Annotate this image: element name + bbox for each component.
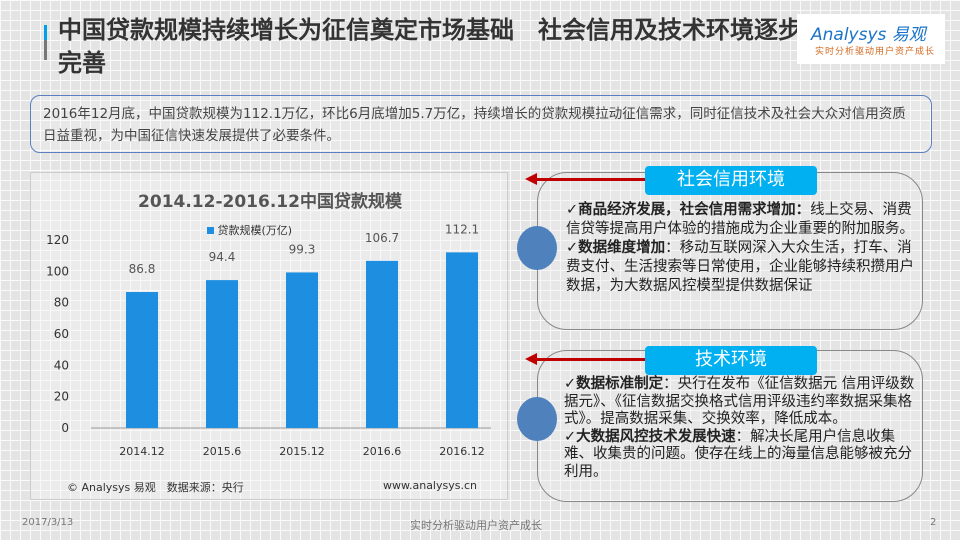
- bar: [206, 280, 238, 428]
- social-credit-tag: 社会信用环境: [645, 166, 817, 195]
- x-tick-label: 2015.12: [279, 445, 325, 458]
- bar: [286, 272, 318, 428]
- page-title: 中国贷款规模持续增长为征信奠定市场基础 社会信用及技术环境逐步完善: [58, 16, 802, 77]
- arrow-left-icon: [525, 353, 537, 365]
- tech-item: ✓数据标准制定：央行在发布《征信数据元 信用评级数据元》、《征信数据交换格式信用…: [564, 376, 915, 427]
- summary-box: 2016年12月底，中国贷款规模为112.1万亿，环比6月底增加5.7万亿，持续…: [30, 95, 932, 153]
- y-tick-label: 40: [54, 358, 69, 372]
- footer-date: 2017/3/13: [22, 517, 74, 528]
- social-credit-panel: [537, 172, 923, 330]
- y-tick-label: 20: [54, 390, 69, 404]
- bar: [366, 260, 398, 428]
- bar: [446, 252, 478, 428]
- legend-swatch: [207, 227, 214, 234]
- x-tick-label: 2014.12: [119, 445, 165, 458]
- tech-item: ✓大数据风控技术发展快速：解决长尾用户信息收集难、收集贵的问题。使存在线上的海量…: [564, 428, 912, 480]
- y-tick-label: 0: [61, 421, 69, 435]
- analysys-logo: Analysys 易观 实时分析驱动用户资产成长: [797, 14, 945, 64]
- title-accent-bar-gray: [44, 40, 47, 60]
- y-tick-label: 120: [46, 233, 69, 247]
- legend-label: 贷款规模(万亿): [217, 224, 293, 237]
- item-text: ：移动互联网深入大众生活，打车、消费支付、生活搜索等日常使用，企业能够持续积攒用…: [566, 240, 914, 294]
- y-tick-label: 100: [46, 264, 69, 278]
- bar-chart: 0 20 40 60 80 100 120 86.8 2014.12 94.4 2015.6 99.3…: [46, 222, 491, 458]
- page-number: 2: [930, 517, 937, 528]
- bar: [126, 292, 158, 428]
- item-heading: 大数据风控技术发展快速: [576, 428, 736, 445]
- chart-legend: 贷款规模(万亿): [207, 222, 292, 238]
- data-label: 86.8: [129, 262, 156, 276]
- data-label: 106.7: [365, 231, 399, 245]
- footer-slogan: 实时分析驱动用户资产成长: [410, 519, 542, 532]
- tech-tag: 技术环境: [645, 346, 817, 375]
- arrow-line: [535, 358, 647, 361]
- chart-title: 2014.12-2016.12中国贷款规模: [138, 192, 402, 212]
- y-tick-label: 80: [54, 296, 69, 310]
- item-text: ：解决长尾用户信息收集难、收集贵的问题。使存在线上的海量信息能够被充分利用。: [564, 428, 912, 480]
- social-credit-text: ✓商品经济发展，社会信用需求增加：线上交易、消费信贷等提高用户体验的措施成为企业…: [566, 201, 922, 296]
- item-text: 线上交易、消费信贷等提高用户体验的措施成为企业重要的附加服务。: [566, 202, 914, 237]
- chart-site: www.analysys.cn: [383, 479, 477, 492]
- circle-bullet: [517, 226, 557, 270]
- item-heading: 商品经济发展，社会信用需求增加：: [578, 202, 811, 218]
- item-heading: 数据维度增加: [578, 240, 666, 256]
- circle-bullet: [517, 397, 557, 441]
- loan-chart-panel: 2014.12-2016.12中国贷款规模 贷款规模(万亿) 0 20 40 60 80…: [30, 172, 508, 500]
- data-label: 112.1: [445, 222, 479, 236]
- tech-text: ✓数据标准制定：央行在发布《征信数据元 信用评级数据元》、《征信数据交换格式信用…: [564, 376, 920, 481]
- x-tick-label: 2016.6: [363, 445, 402, 458]
- logo-slogan: 实时分析驱动用户资产成长: [815, 47, 936, 57]
- arrow-left-icon: [525, 173, 537, 185]
- y-tick-label: 60: [54, 327, 69, 341]
- social-item: ✓商品经济发展，社会信用需求增加：线上交易、消费信贷等提高用户体验的措施成为企业…: [566, 202, 914, 237]
- logo-brand: Analysys 易观: [811, 25, 926, 45]
- data-label: 94.4: [209, 250, 236, 264]
- chart-source: © Analysys 易观 数据来源：央行: [67, 481, 244, 494]
- arrow-line: [535, 178, 647, 181]
- x-tick-label: 2015.6: [203, 445, 242, 458]
- x-tick-label: 2016.12: [439, 445, 485, 458]
- item-heading: 数据标准制定: [576, 376, 664, 392]
- social-item: ✓数据维度增加：移动互联网深入大众生活，打车、消费支付、生活搜索等日常使用，企业…: [566, 240, 914, 294]
- tech-panel: [537, 350, 923, 502]
- item-text: ：央行在发布《征信数据元 信用评级数据元》、《征信数据交换格式信用评级违约率数据…: [564, 376, 915, 427]
- data-label: 99.3: [289, 242, 316, 256]
